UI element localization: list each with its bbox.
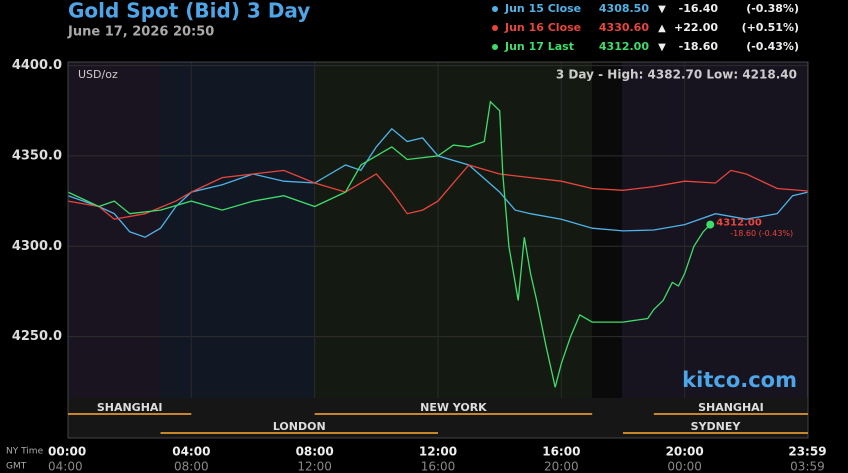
y-tick-label: 4350.0	[12, 148, 62, 163]
legend-change-pct: (-0.43%)	[746, 40, 799, 53]
legend-arrow: ▼	[658, 4, 666, 15]
x2-tick-label: 20:00	[544, 460, 579, 473]
chart-title: Gold Spot (Bid) 3 Day	[68, 0, 310, 23]
shade	[68, 62, 160, 398]
series-line	[67, 100, 711, 388]
x-tick-label: 20:00	[666, 445, 704, 459]
x-tick-label: 00:00	[48, 445, 86, 459]
x2-tick-label: 08:00	[174, 460, 209, 473]
legend-change-pct: (+0.51%)	[742, 21, 799, 34]
y-tick-label: 4400.0	[12, 58, 62, 73]
x-tick-label: 16:00	[542, 445, 580, 459]
x-tick-label: 08:00	[296, 445, 334, 459]
subtitle: June 17, 2026 20:50	[67, 25, 214, 40]
legend-change: +22.00	[674, 21, 718, 34]
legend-dot	[492, 6, 498, 12]
x-tick-label: 12:00	[419, 445, 457, 459]
y-tick-label: 4250.0	[12, 329, 62, 344]
plot-border	[67, 61, 809, 439]
legend-name: Jun 17 Last	[504, 40, 574, 53]
series-line	[67, 164, 809, 220]
legend-name: Jun 16 Close	[504, 21, 581, 34]
watermark: kitco.com	[682, 368, 797, 392]
current-label: 4312.00	[716, 218, 762, 229]
legend-arrow: ▲	[658, 23, 666, 34]
legend-arrow: ▼	[658, 42, 666, 53]
legend-change: -18.60	[679, 40, 719, 53]
legend-dot	[492, 44, 498, 50]
session-label: SHANGHAI	[97, 401, 163, 414]
x2-tick-label: 12:00	[297, 460, 332, 473]
x2-tick-label: 16:00	[421, 460, 456, 473]
current-point	[706, 220, 715, 229]
legend-change: -16.40	[679, 2, 719, 15]
x-tick-title: NY Time	[6, 447, 44, 457]
session-label: NEW YORK	[420, 401, 487, 414]
x2-tick-label: 00:00	[667, 460, 702, 473]
current-change: -18.60 (-0.43%)	[730, 229, 793, 238]
x-tick-label: 04:00	[172, 445, 210, 459]
x2-tick-title: GMT	[6, 462, 27, 472]
legend-last: 4330.60	[599, 21, 649, 34]
legend-change-pct: (-0.38%)	[746, 2, 799, 15]
legend-last: 4308.50	[599, 2, 649, 15]
x-tick-label: 23:59	[788, 445, 826, 459]
legend-last: 4312.00	[599, 40, 649, 53]
shade	[314, 62, 592, 398]
session-strip	[68, 398, 808, 438]
y-unit: USD/oz	[78, 68, 118, 81]
shade	[160, 62, 314, 398]
range-label: 3 Day - High: 4382.70 Low: 4218.40	[556, 68, 797, 82]
legend-name: Jun 15 Close	[504, 2, 581, 15]
x2-tick-label: 03:59	[790, 460, 825, 473]
y-tick-label: 4300.0	[12, 239, 62, 254]
session-label: SHANGHAI	[698, 401, 764, 414]
x2-tick-label: 04:00	[48, 460, 83, 473]
session-label: SYDNEY	[691, 420, 742, 433]
series-line	[67, 127, 809, 238]
session-label: LONDON	[273, 420, 326, 433]
legend-dot	[492, 25, 498, 31]
